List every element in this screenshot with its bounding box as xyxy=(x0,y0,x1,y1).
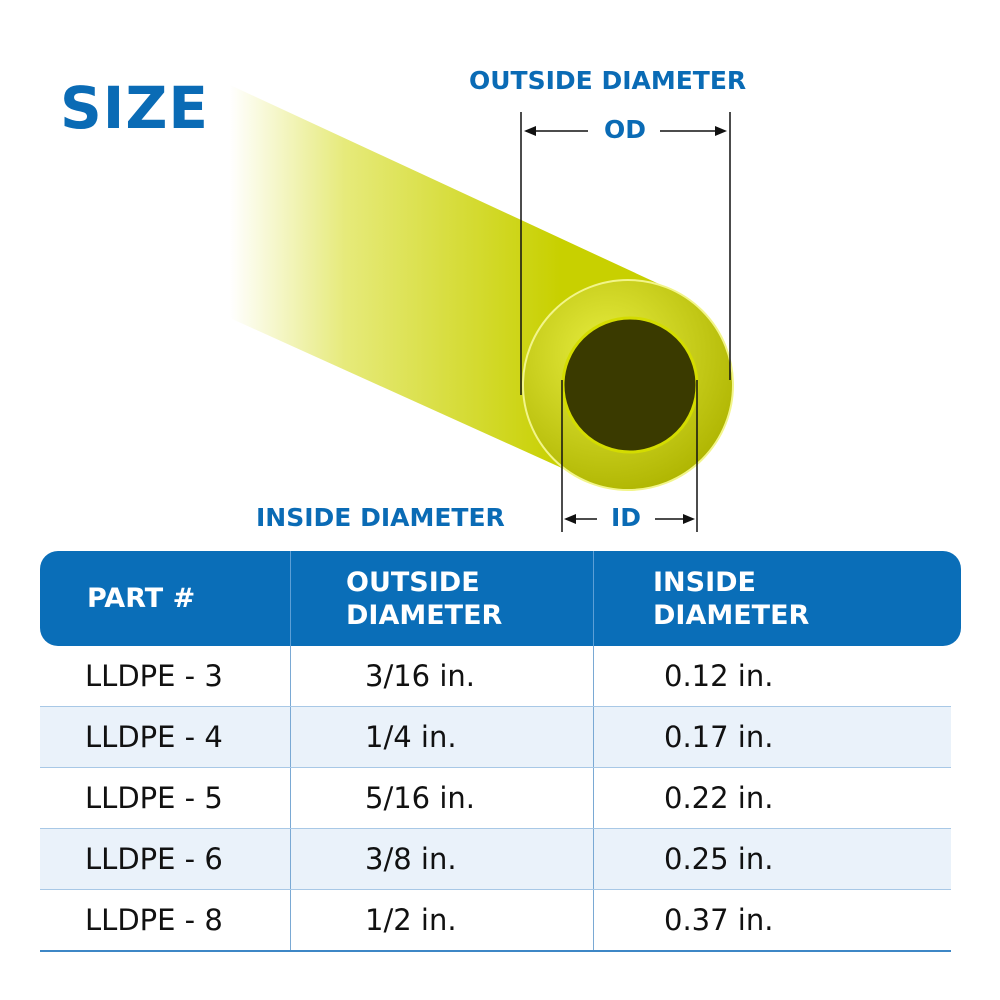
cell-id: 0.22 in. xyxy=(593,768,951,828)
header-outside-diameter: OUTSIDE DIAMETER xyxy=(290,551,593,646)
header-inside-diameter: INSIDE DIAMETER xyxy=(593,551,961,646)
tube-bore xyxy=(561,316,699,454)
cell-od: 1/2 in. xyxy=(290,890,593,950)
table-header: PART # OUTSIDE DIAMETER INSIDE DIAMETER xyxy=(40,551,961,646)
header-line: DIAMETER xyxy=(346,599,503,631)
table-row: LLDPE - 6 3/8 in. 0.25 in. xyxy=(40,829,951,890)
inside-diameter-label: INSIDE DIAMETER xyxy=(256,503,505,532)
header-line: OUTSIDE xyxy=(346,566,480,598)
header-line: DIAMETER xyxy=(653,599,810,631)
header-line: INSIDE xyxy=(653,566,756,598)
header-part: PART # xyxy=(87,583,196,614)
cell-part: LLDPE - 3 xyxy=(85,659,223,693)
cell-part: LLDPE - 8 xyxy=(85,903,223,937)
table-row: LLDPE - 3 3/16 in. 0.12 in. xyxy=(40,646,951,707)
table-row: LLDPE - 8 1/2 in. 0.37 in. xyxy=(40,890,951,952)
cell-part: LLDPE - 6 xyxy=(85,842,223,876)
cell-od: 3/8 in. xyxy=(290,829,593,889)
cell-id: 0.25 in. xyxy=(593,829,951,889)
table-row: LLDPE - 4 1/4 in. 0.17 in. xyxy=(40,707,951,768)
tube-illustration xyxy=(190,85,734,532)
outside-diameter-label: OUTSIDE DIAMETER xyxy=(469,66,747,95)
size-table: PART # OUTSIDE DIAMETER INSIDE DIAMETER LL… xyxy=(40,551,961,952)
cell-id: 0.12 in. xyxy=(593,646,951,706)
table-row: LLDPE - 5 5/16 in. 0.22 in. xyxy=(40,768,951,829)
cell-part: LLDPE - 5 xyxy=(85,781,223,815)
cell-id: 0.17 in. xyxy=(593,707,951,767)
cell-od: 5/16 in. xyxy=(290,768,593,828)
id-label: ID xyxy=(611,503,642,532)
od-label: OD xyxy=(604,115,647,144)
cell-od: 3/16 in. xyxy=(290,646,593,706)
cell-part: LLDPE - 4 xyxy=(85,720,223,754)
cell-id: 0.37 in. xyxy=(593,890,951,950)
cell-od: 1/4 in. xyxy=(290,707,593,767)
page-title: SIZE xyxy=(60,74,210,142)
